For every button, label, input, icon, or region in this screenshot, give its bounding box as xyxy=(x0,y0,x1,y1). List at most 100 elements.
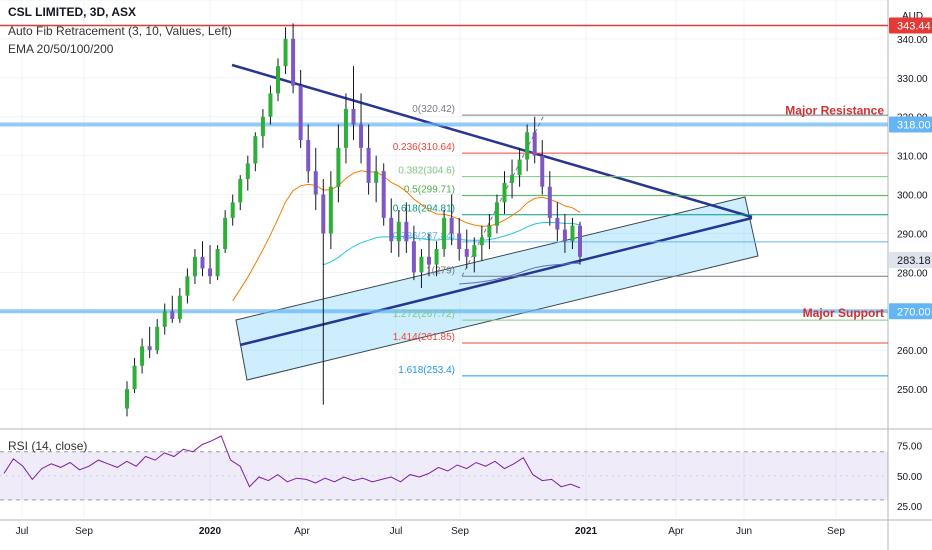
fib-label-9: 1.618(253.4) xyxy=(398,365,455,376)
candle xyxy=(411,225,416,281)
candle-body xyxy=(555,217,560,230)
candle xyxy=(457,217,462,261)
candle xyxy=(389,198,394,253)
candle xyxy=(359,93,364,164)
candle xyxy=(155,319,160,355)
currency-label: AUD xyxy=(902,11,923,22)
candle xyxy=(532,116,537,164)
candle xyxy=(328,171,333,250)
candle-body xyxy=(208,268,213,277)
candle-body xyxy=(396,221,401,242)
rsi-tick-label: 75.00 xyxy=(897,442,922,453)
candle-body xyxy=(525,132,530,160)
candle xyxy=(200,241,205,277)
candle-body xyxy=(472,245,477,257)
candle xyxy=(223,210,228,253)
candle xyxy=(494,194,499,234)
candle-body xyxy=(162,311,167,327)
candle-body xyxy=(313,171,318,195)
annotation-1: Major Support xyxy=(803,306,884,320)
candle-body xyxy=(389,217,394,242)
candle-body xyxy=(268,93,273,117)
candle-body xyxy=(404,221,409,242)
annotation-0: Major Resistance xyxy=(785,104,884,118)
candle-body xyxy=(427,256,431,265)
candle xyxy=(464,229,469,269)
candle-body xyxy=(147,346,152,351)
candle xyxy=(487,214,492,250)
candle-body xyxy=(570,225,575,242)
candle-body xyxy=(479,237,484,246)
price-badge-2: 283.18 xyxy=(897,255,931,267)
candle xyxy=(404,202,409,253)
candle-body xyxy=(230,202,235,218)
candle-body xyxy=(328,186,333,234)
candle xyxy=(449,194,454,246)
candle-body xyxy=(487,225,492,238)
candle xyxy=(366,124,371,195)
fib-label-8: 1.414(261.85) xyxy=(393,332,455,343)
candle-body xyxy=(562,229,567,242)
candle xyxy=(268,85,273,125)
candle xyxy=(238,175,243,211)
candle-body xyxy=(510,175,515,183)
price-tick-label: 310.00 xyxy=(897,152,928,163)
candle-body xyxy=(578,225,582,257)
ema-20-line xyxy=(232,170,581,302)
candle xyxy=(313,147,318,211)
candle-body xyxy=(464,249,469,257)
price-badge-bg-3 xyxy=(889,303,932,320)
time-tick-label-9: Sep xyxy=(827,526,845,537)
candle xyxy=(298,70,303,148)
candle-body xyxy=(381,171,386,218)
candle-body xyxy=(260,116,265,137)
descending-trend-line xyxy=(231,63,753,219)
candle-body xyxy=(336,147,341,187)
time-tick-label-8: Jun xyxy=(736,526,752,537)
candle-body xyxy=(321,194,326,234)
candle xyxy=(230,194,235,226)
rsi-indicator-label[interactable]: RSI (14, close) xyxy=(8,439,88,453)
candle xyxy=(306,124,311,183)
candle-body xyxy=(245,163,250,179)
candle-body xyxy=(238,178,243,203)
candle-body xyxy=(283,38,288,67)
ema-100-line xyxy=(459,262,581,285)
price-tick-label: 300.00 xyxy=(897,191,928,202)
candle xyxy=(125,381,129,417)
candle-body xyxy=(366,147,371,183)
candle-body xyxy=(359,124,364,148)
candle xyxy=(434,241,439,277)
candle xyxy=(510,159,515,199)
candle xyxy=(555,202,560,242)
candle-body xyxy=(419,256,424,273)
candle-body xyxy=(177,295,182,320)
price-badge-0: 343.44 xyxy=(897,21,931,33)
fib-label-5: 0.786(287.84) xyxy=(393,231,455,242)
candle xyxy=(540,140,545,195)
candle-body xyxy=(125,389,129,409)
time-tick-label-5: Sep xyxy=(451,526,469,537)
candle xyxy=(245,155,250,191)
candle-body xyxy=(343,108,348,148)
candle-body xyxy=(223,217,228,250)
candle-body xyxy=(494,202,499,226)
candle xyxy=(336,124,341,203)
price-badge-bg-1 xyxy=(889,116,932,133)
candle xyxy=(177,287,182,323)
rsi-line xyxy=(3,435,581,489)
candle xyxy=(343,93,348,164)
candle-body xyxy=(132,365,137,390)
candle xyxy=(525,124,530,172)
candle xyxy=(185,268,190,304)
candle-body xyxy=(200,256,205,269)
candle xyxy=(419,249,424,288)
candle-body xyxy=(351,108,356,125)
candle xyxy=(374,155,379,203)
ema-indicator-label[interactable]: EMA 20/50/100/200 xyxy=(8,42,114,56)
candle xyxy=(427,233,431,277)
candle xyxy=(502,171,507,214)
fib-indicator-label[interactable]: Auto Fib Retracement (3, 10, Values, Lef… xyxy=(8,24,232,38)
price-badge-1: 318.00 xyxy=(897,120,931,132)
